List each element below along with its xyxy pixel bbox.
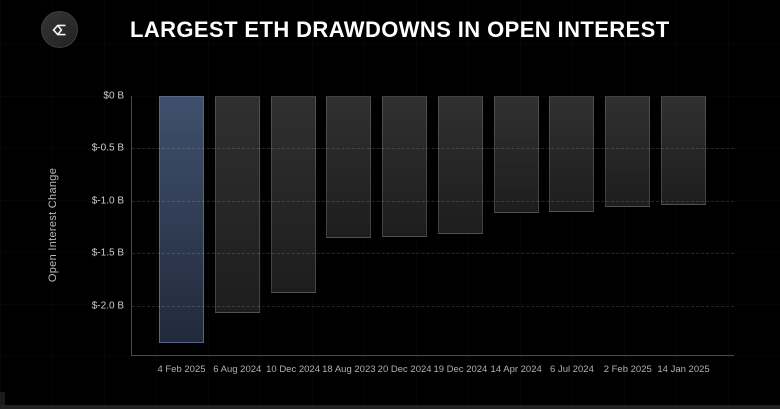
y-tick-label: $-1.5 B xyxy=(91,247,124,259)
window-bottom-strip xyxy=(0,405,780,409)
bar-10-dec-2024[interactable] xyxy=(270,96,316,294)
sigma-glyph xyxy=(51,24,65,35)
bar-20-dec-2024[interactable] xyxy=(382,96,428,237)
x-tick-label: 6 Jul 2024 xyxy=(550,364,594,375)
x-tick-label: 10 Dec 2024 xyxy=(266,364,320,375)
y-tick-label: $-2.0 B xyxy=(91,300,124,312)
x-tick-label: 2 Feb 2025 xyxy=(603,364,652,375)
x-tick-label: 4 Feb 2025 xyxy=(157,364,206,375)
bar-14-apr-2024[interactable] xyxy=(493,96,539,214)
x-tick-label: 19 Dec 2024 xyxy=(433,364,488,375)
bar-18-aug-2023[interactable] xyxy=(326,96,372,238)
sigma-diamond-logo-icon[interactable] xyxy=(41,11,78,48)
y-tick-label: $-1.0 B xyxy=(91,195,124,207)
window-corner-notch xyxy=(0,392,5,405)
bar-4-feb-2025[interactable] xyxy=(159,96,204,344)
x-tick-label: 6 Aug 2024 xyxy=(213,364,262,375)
page-title: LARGEST ETH DRAWDOWNS IN OPEN INTEREST xyxy=(130,17,670,42)
x-tick-label: 14 Apr 2024 xyxy=(490,364,542,375)
bar-19-dec-2024[interactable] xyxy=(437,96,483,235)
y-tick-label: $-0.5 B xyxy=(91,142,124,154)
y-axis-title: Open Interest Change xyxy=(47,167,59,283)
x-tick-label: 20 Dec 2024 xyxy=(377,364,432,375)
bar-14-jan-2025[interactable] xyxy=(661,96,707,206)
x-tick-label: 14 Jan 2025 xyxy=(657,364,710,375)
bar-6-jul-2024[interactable] xyxy=(549,96,595,213)
y-tick-label: $0 B xyxy=(103,90,124,102)
x-tick-label: 18 Aug 2023 xyxy=(322,364,376,375)
bar-2-feb-2025[interactable] xyxy=(605,96,651,208)
plot-area: $0 B $-0.5 B $-1.0 B $-1.5 B $-2.0 B 4 Feb 20… xyxy=(92,91,734,375)
bar-6-aug-2024[interactable] xyxy=(214,96,260,314)
